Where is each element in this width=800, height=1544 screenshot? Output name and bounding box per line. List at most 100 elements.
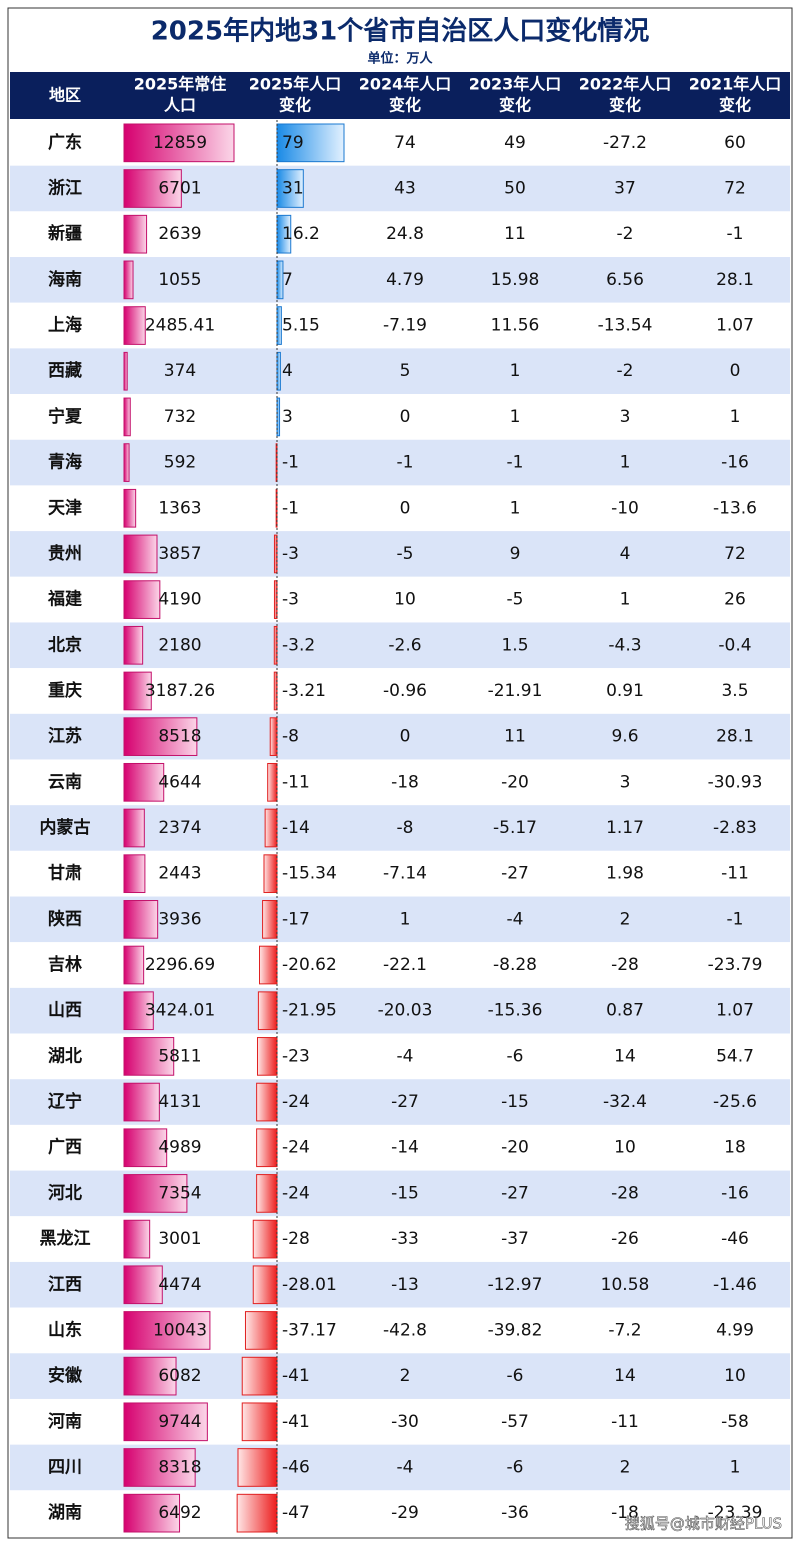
- cell: -24: [282, 1183, 310, 1203]
- population-bar: [123, 1493, 181, 1533]
- change-bar: [276, 260, 284, 300]
- region-name: 内蒙古: [40, 817, 91, 838]
- cell: 10.58: [601, 1275, 650, 1295]
- cell: -4.3: [608, 635, 641, 655]
- cell: -1.46: [713, 1275, 757, 1295]
- population-bar: [123, 306, 146, 345]
- cell: -28.01: [282, 1275, 337, 1295]
- change-bar: [263, 854, 278, 894]
- cell: -14: [282, 818, 310, 838]
- population-bar: [123, 1219, 151, 1259]
- cell: 72: [724, 544, 746, 564]
- cell: -1: [282, 453, 299, 473]
- cell: 1: [510, 498, 521, 518]
- region-name: 青海: [48, 452, 82, 473]
- population-bar: [123, 534, 158, 574]
- cell: 1: [620, 453, 631, 473]
- population-bar: [123, 1128, 168, 1168]
- change-bar: [276, 351, 281, 391]
- cell: 1: [510, 407, 521, 427]
- cell: 54.7: [716, 1046, 754, 1066]
- cell: -17: [282, 909, 310, 929]
- cell: 1.5: [501, 635, 528, 655]
- cell: -25.6: [713, 1092, 757, 1112]
- population-bar: [123, 443, 130, 482]
- region-name: 新疆: [48, 223, 82, 244]
- cell: 10: [394, 590, 416, 610]
- cell: -20.62: [282, 955, 337, 975]
- cell: 3.5: [721, 681, 748, 701]
- cell: -47: [282, 1503, 310, 1523]
- row-bg: [10, 394, 790, 440]
- cell: -3.21: [282, 681, 326, 701]
- cell: -6: [507, 1046, 524, 1066]
- header-row: [10, 72, 790, 119]
- cell: -15: [391, 1183, 419, 1203]
- cell: -28: [282, 1229, 310, 1249]
- cell: 2180: [158, 635, 201, 655]
- change-bar: [273, 580, 278, 619]
- change-bar: [256, 1128, 278, 1168]
- region-name: 宁夏: [48, 406, 83, 427]
- cell: 1: [730, 407, 741, 427]
- cell: -41: [282, 1366, 310, 1386]
- cell: 12859: [153, 133, 207, 153]
- cell: -6: [507, 1366, 524, 1386]
- cell: 50: [504, 179, 526, 199]
- cell: -7.19: [383, 316, 427, 336]
- cell: -16: [721, 1183, 749, 1203]
- population-bar: [123, 854, 146, 894]
- cell: -41: [282, 1412, 310, 1432]
- cell: 5.15: [282, 316, 320, 336]
- population-bar: [123, 945, 145, 985]
- row-bg: [10, 485, 790, 532]
- region-name: 贵州: [48, 543, 82, 564]
- cell: -3: [282, 544, 299, 564]
- cell: 79: [282, 133, 304, 153]
- cell: -39.82: [488, 1320, 543, 1340]
- cell: -7.2: [608, 1320, 641, 1340]
- change-bar: [244, 1311, 278, 1350]
- cell: -21.95: [282, 1001, 337, 1021]
- cell: 1.98: [606, 864, 644, 884]
- cell: -30: [391, 1412, 419, 1432]
- cell: -11: [721, 864, 749, 884]
- cell: -2: [617, 224, 634, 244]
- cell: 60: [724, 133, 746, 153]
- cell: -4: [397, 1046, 414, 1066]
- cell: 1363: [158, 498, 201, 518]
- cell: -1: [397, 453, 414, 473]
- cell: 2: [620, 909, 631, 929]
- cell: -24: [282, 1092, 310, 1112]
- region-name: 安徽: [48, 1365, 83, 1386]
- cell: -27: [501, 864, 529, 884]
- row-bg: [10, 439, 790, 486]
- cell: 3857: [158, 544, 201, 564]
- cell: 3: [620, 407, 631, 427]
- cell: 3: [620, 772, 631, 792]
- cell: 7354: [158, 1183, 201, 1203]
- change-bar: [236, 1493, 278, 1533]
- change-bar: [256, 1037, 278, 1076]
- cell: -6: [507, 1457, 524, 1477]
- cell: 6082: [158, 1366, 201, 1386]
- region-name: 海南: [48, 269, 82, 290]
- header-cell: 2021年人口: [689, 75, 782, 94]
- region-name: 天津: [48, 497, 82, 518]
- cell: -37.17: [282, 1320, 337, 1340]
- region-name: 江苏: [48, 726, 82, 747]
- cell: 592: [164, 453, 196, 473]
- cell: -28: [611, 955, 639, 975]
- cell: 0: [400, 407, 411, 427]
- cell: 2: [400, 1366, 411, 1386]
- cell: -8: [282, 727, 299, 747]
- cell: -20: [501, 1138, 529, 1158]
- cell: 11: [504, 727, 526, 747]
- population-bar: [123, 1174, 188, 1213]
- region-name: 西藏: [48, 361, 82, 381]
- cell: 5811: [158, 1046, 201, 1066]
- change-bar: [267, 762, 278, 802]
- cell: -5.17: [493, 818, 537, 838]
- cell: -24: [282, 1138, 310, 1158]
